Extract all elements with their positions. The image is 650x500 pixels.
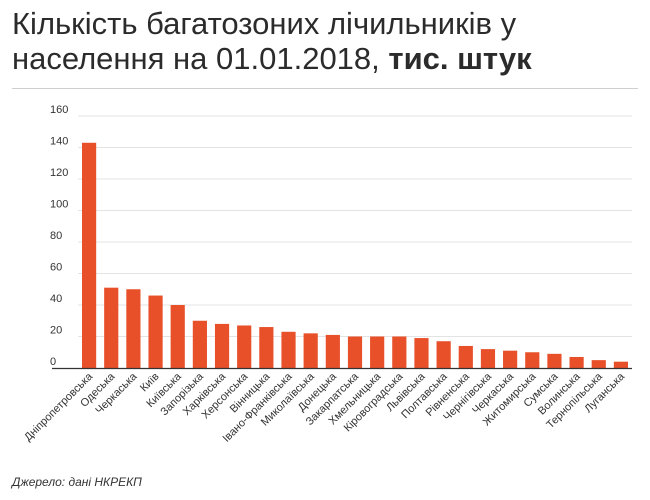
bar: [281, 331, 296, 368]
bar: [170, 305, 185, 368]
bar: [259, 327, 274, 368]
source-note: Джерело: дані НКРЕКП: [12, 475, 142, 489]
bar: [370, 336, 385, 368]
bar: [547, 353, 562, 368]
y-tick-label: 160: [50, 104, 68, 116]
bar: [392, 336, 407, 368]
bar: [613, 361, 629, 368]
bar: [414, 338, 429, 368]
y-tick-label: 40: [50, 293, 62, 305]
bar: [525, 352, 540, 368]
y-tick-label: 100: [50, 199, 68, 211]
bar: [104, 287, 119, 368]
bar: [503, 350, 518, 368]
bar-chart: 020406080100120140160ДніпропетровськаОде…: [22, 104, 632, 445]
bar: [569, 356, 584, 368]
bar: [436, 341, 451, 368]
chart-title-unit: тис. штук: [388, 41, 532, 76]
bar: [591, 360, 606, 368]
bar: [126, 289, 141, 368]
bar: [303, 333, 318, 368]
bar: [148, 295, 163, 368]
bar: [214, 323, 230, 368]
y-tick-label: 140: [50, 136, 68, 148]
bar: [480, 349, 496, 368]
bar: [81, 142, 97, 368]
bar: [347, 336, 363, 368]
bar: [458, 345, 473, 368]
title-divider: [12, 88, 638, 89]
bar: [237, 325, 252, 368]
y-tick-label: 20: [50, 325, 62, 337]
y-tick-label: 60: [50, 262, 62, 274]
y-tick-label: 120: [50, 167, 68, 179]
chart-title: Кількість багатозоних лічильників у насе…: [12, 6, 642, 76]
y-tick-label: 80: [50, 230, 62, 242]
y-tick-label: 0: [50, 356, 56, 368]
bar: [192, 320, 207, 368]
chart-title-main: Кількість багатозоних лічильників у насе…: [12, 6, 517, 76]
bar: [325, 334, 340, 368]
